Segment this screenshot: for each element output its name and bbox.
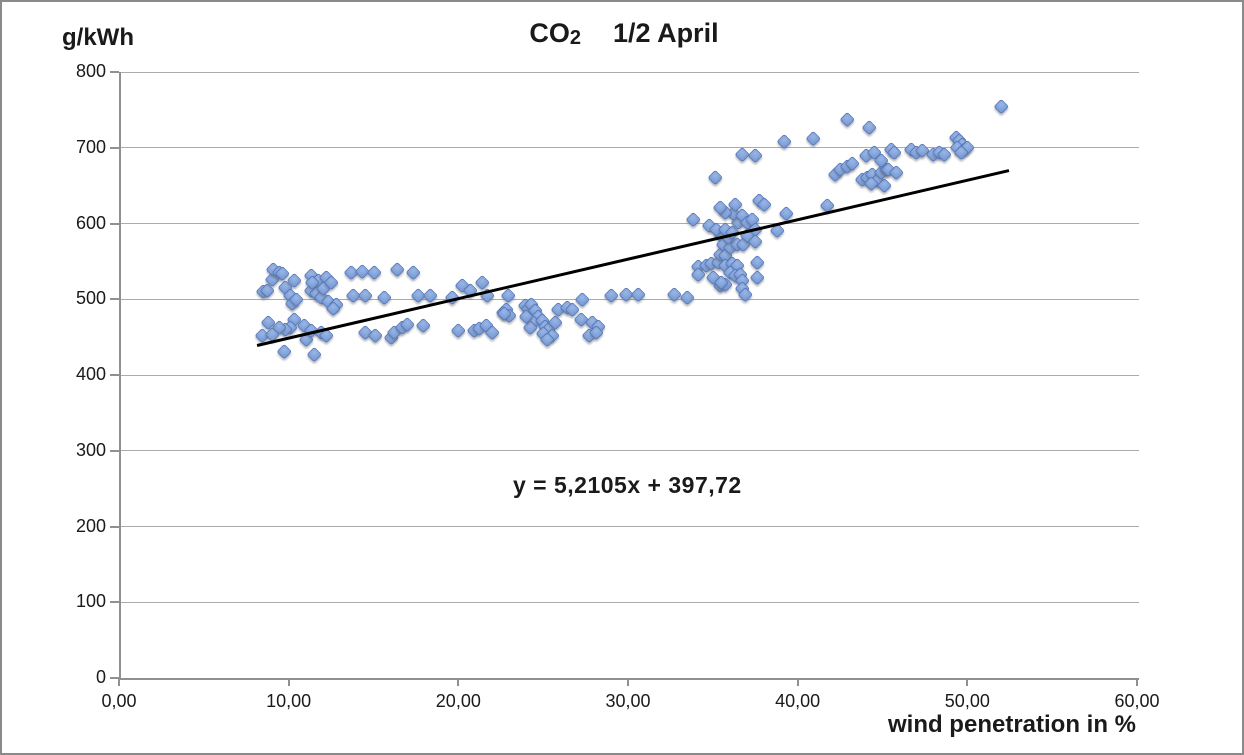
x-tick-50: [966, 678, 969, 686]
x-tick-60: [1136, 678, 1138, 686]
chart-title-co2: CO: [529, 18, 570, 48]
gridline-500: [121, 298, 1139, 300]
plot-area: [119, 71, 1139, 680]
y-axis-title: g/kWh: [62, 24, 134, 51]
y-tick-label-500: 500: [75, 288, 106, 309]
data-point: [749, 254, 765, 270]
x-tick-label-20: 20,00: [435, 691, 481, 711]
data-point: [994, 98, 1009, 114]
data-point: [575, 291, 590, 307]
chart-title-subscript: 2: [569, 27, 582, 49]
x-tick-label-50: 50,00: [944, 691, 990, 711]
x-tick-label-60: 60,00: [1114, 691, 1160, 711]
x-tick-20: [457, 678, 460, 686]
x-tick-30: [627, 678, 629, 686]
data-point: [749, 269, 765, 285]
chart-title-period: 1/2 April: [613, 18, 719, 48]
data-point: [451, 322, 467, 338]
gridline-300: [121, 450, 1139, 452]
x-axis-title: wind penetration in %: [887, 711, 1136, 738]
y-tick-800: [110, 71, 119, 73]
gridline-400: [121, 374, 1139, 376]
y-tick-600: [110, 222, 119, 225]
y-tick-label-300: 300: [75, 439, 106, 460]
y-tick-200: [110, 525, 119, 528]
gridline-200: [121, 526, 1139, 527]
y-tick-label-700: 700: [75, 136, 106, 157]
gridline-600: [121, 223, 1139, 224]
data-point: [276, 343, 292, 359]
data-point: [366, 264, 382, 280]
data-point: [500, 288, 516, 303]
data-point: [839, 111, 855, 127]
data-point: [415, 317, 431, 333]
y-tick-label-100: 100: [75, 591, 106, 612]
y-tick-100: [110, 601, 119, 604]
data-point: [680, 289, 696, 305]
data-point: [603, 288, 619, 303]
y-tick-label-600: 600: [75, 212, 106, 233]
data-point: [805, 131, 821, 147]
y-tick-700: [110, 146, 119, 149]
x-tick-40: [796, 678, 799, 686]
y-tick-500: [110, 298, 119, 301]
x-tick-label-0: 0,00: [101, 691, 137, 711]
data-point: [390, 262, 405, 278]
data-point: [376, 289, 392, 305]
data-point: [474, 274, 490, 290]
x-tick-0: [118, 678, 120, 686]
data-point: [357, 288, 373, 303]
y-tick-label-0: 0: [95, 667, 106, 687]
chart-title: CO2 1/2 April: [2, 18, 1242, 49]
trendline: [256, 169, 1009, 347]
gridline-800: [121, 71, 1139, 73]
trendline-equation: y = 5,2105x + 397,72: [513, 472, 742, 498]
y-tick-0: [110, 677, 119, 679]
data-point: [707, 169, 723, 185]
data-point: [405, 264, 421, 280]
y-tick-label-400: 400: [75, 364, 106, 384]
gridline-100: [121, 601, 1139, 603]
data-point: [422, 288, 438, 303]
data-point: [861, 119, 877, 135]
data-point: [685, 212, 701, 228]
data-point: [748, 147, 763, 163]
x-tick-label-40: 40,00: [775, 691, 821, 711]
data-point: [734, 146, 750, 162]
x-tick-label-30: 30,00: [605, 691, 651, 711]
y-tick-label-800: 800: [75, 61, 106, 81]
x-tick-10: [287, 678, 290, 686]
y-tick-400: [110, 374, 119, 376]
gridline-700: [121, 147, 1139, 149]
x-tick-label-10: 10,00: [266, 691, 312, 711]
data-point: [306, 346, 322, 362]
y-tick-300: [110, 449, 119, 452]
y-tick-label-200: 200: [75, 515, 106, 536]
